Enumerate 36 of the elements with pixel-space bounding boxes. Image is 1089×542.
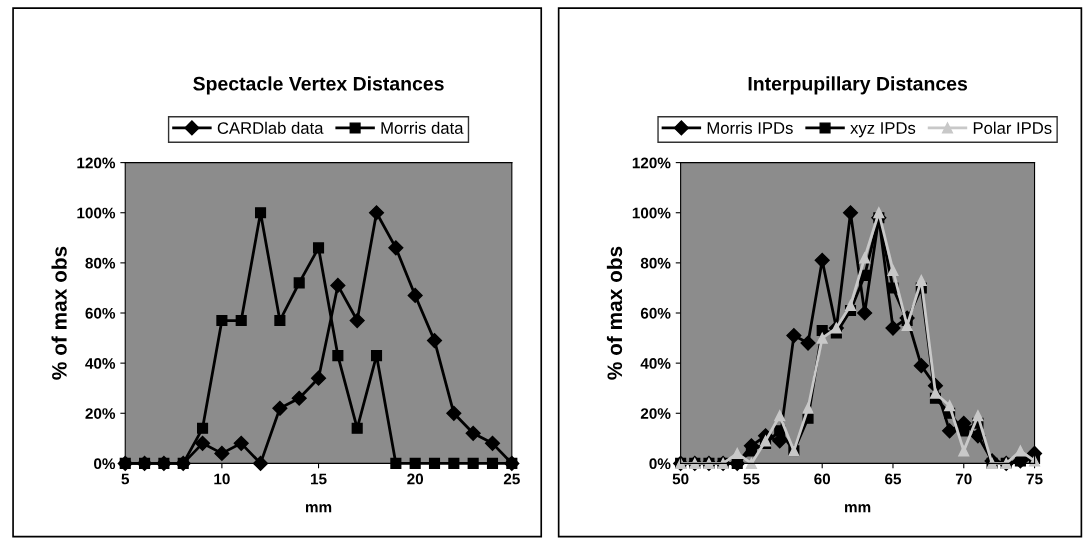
x-axis-title: mm bbox=[305, 504, 332, 513]
legend-label: xyz IPDs bbox=[850, 122, 916, 138]
y-tick-label: 0% bbox=[649, 458, 671, 470]
y-tick-label: 100% bbox=[632, 207, 671, 219]
x-tick-label: 70 bbox=[955, 473, 972, 485]
y-tick-label: 80% bbox=[640, 257, 671, 269]
legend-label: CARDlab data bbox=[217, 121, 324, 134]
x-tick-label: 75 bbox=[1026, 473, 1043, 485]
legend-label: Morris data bbox=[381, 121, 464, 134]
y-tick-label: 60% bbox=[85, 307, 116, 319]
y-tick-label: 20% bbox=[85, 408, 116, 419]
x-tick-label: 50 bbox=[672, 473, 689, 485]
y-tick-label: 100% bbox=[77, 207, 116, 219]
y-tick-label: 120% bbox=[632, 157, 671, 169]
y-tick-label: 80% bbox=[85, 257, 116, 269]
y-tick-label: 40% bbox=[85, 358, 116, 369]
y-tick-label: 120% bbox=[77, 157, 116, 169]
x-tick-label: 55 bbox=[743, 473, 760, 485]
x-tick-label: 25 bbox=[503, 473, 520, 485]
x-tick-label: 10 bbox=[214, 473, 230, 485]
chart-title: Spectacle Vertex Distances bbox=[193, 76, 444, 95]
x-tick-label: 60 bbox=[814, 473, 831, 485]
legend-label: Polar IPDs bbox=[973, 121, 1052, 134]
x-tick-label: 5 bbox=[121, 473, 130, 485]
x-tick-label: 65 bbox=[885, 473, 902, 485]
x-tick-label: 20 bbox=[407, 473, 424, 485]
y-tick-label: 60% bbox=[640, 307, 671, 319]
x-axis-title: mm bbox=[845, 504, 871, 513]
legend-label: Morris IPDs bbox=[707, 121, 793, 134]
y-tick-label: 40% bbox=[640, 358, 671, 369]
x-tick-label: 15 bbox=[311, 473, 327, 485]
chart-title: Interpupillary Distances bbox=[748, 76, 968, 95]
y-axis-title: % of max obs bbox=[51, 246, 67, 380]
y-tick-label: 20% bbox=[640, 408, 671, 419]
y-tick-label: 0% bbox=[94, 458, 116, 470]
y-axis-title: % of max obs bbox=[606, 246, 623, 380]
